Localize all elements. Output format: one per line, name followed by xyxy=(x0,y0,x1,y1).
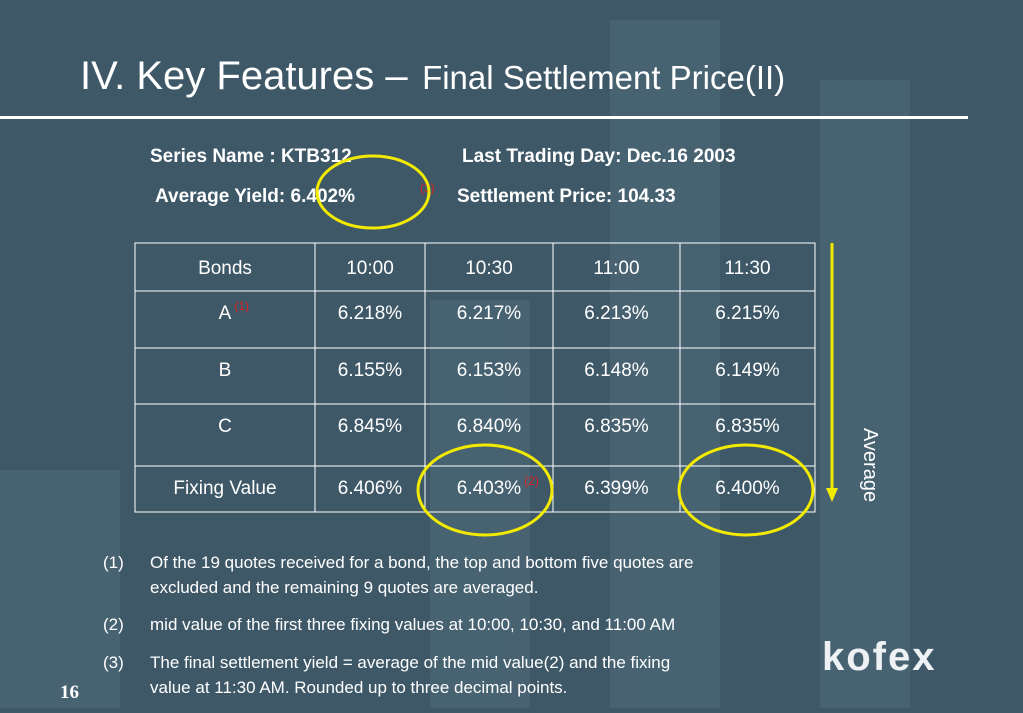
note-number: (3) xyxy=(103,653,124,672)
table-cell: 6.149% xyxy=(715,360,780,381)
table-cell: Bonds xyxy=(198,258,252,279)
table-cell: 6.148% xyxy=(584,360,649,381)
highlight xyxy=(677,443,815,537)
notes: (1) Of the 19 quotes received for a bond,… xyxy=(103,553,693,697)
table-cell: 10:00 xyxy=(346,258,394,279)
title-rule xyxy=(0,116,968,119)
note-text: The final settlement yield = average of … xyxy=(150,653,670,672)
note-marker: (2) xyxy=(524,474,539,488)
table-frame xyxy=(134,242,816,513)
table-cell: 6.215% xyxy=(715,303,780,324)
note-text: value at 11:30 AM. Rounded up to three d… xyxy=(150,678,567,697)
note-text: excluded and the remaining 9 quotes are … xyxy=(150,578,538,597)
table-cell: 6.400% xyxy=(715,478,780,499)
average-yield-value: 6.402% xyxy=(291,186,356,207)
decor xyxy=(0,20,910,710)
table: Bonds 10:00 10:30 11:00 11:30 A (1) 6.218% 6.217… xyxy=(134,242,816,513)
table-cell: 6.403% xyxy=(457,478,522,499)
title-sub: Final Settlement Price(II) xyxy=(422,59,785,96)
table-cell: 11:00 xyxy=(593,258,639,279)
table-cell: 6.153% xyxy=(457,360,522,381)
table-cell: 6.213% xyxy=(584,303,649,324)
table-cell: 6.218% xyxy=(338,303,403,324)
note-marker: (1) xyxy=(234,299,249,313)
side-label: Average xyxy=(859,428,881,502)
average-yield: Average Yield: 6.402% xyxy=(155,186,355,207)
title: IV. Key Features – Final Settlement Pric… xyxy=(80,54,785,98)
last-trading-day: Last Trading Day: Dec.16 2003 xyxy=(462,146,736,167)
table-cell: 6.399% xyxy=(584,478,649,499)
table-cell: Fixing Value xyxy=(173,478,276,499)
table-cell: 6.845% xyxy=(338,416,403,437)
logo: kofex xyxy=(822,635,937,679)
series-name: Series Name : KTB312 xyxy=(150,146,352,167)
table-cell: 6.840% xyxy=(457,416,522,437)
settlement-price: Settlement Price: 104.33 xyxy=(457,186,676,207)
table-cell: 11:30 xyxy=(724,258,770,279)
note-text: Of the 19 quotes received for a bond, th… xyxy=(150,553,693,572)
note-number: (2) xyxy=(103,615,124,634)
table-cell: 6.835% xyxy=(715,416,780,437)
table-cell: C xyxy=(218,416,232,437)
page-number: 16 xyxy=(60,682,79,703)
highlight xyxy=(416,443,554,537)
table-cell: 10:30 xyxy=(465,258,513,279)
table-cell: A xyxy=(219,303,232,324)
note-number: (1) xyxy=(103,553,124,572)
average-yield-label: Average Yield: xyxy=(155,186,285,207)
table-cell: 6.406% xyxy=(338,478,403,499)
table-cell: B xyxy=(219,360,232,381)
highlight xyxy=(315,154,431,230)
table-cell: 6.155% xyxy=(338,360,403,381)
table-cell: 6.835% xyxy=(584,416,649,437)
note-text: mid value of the first three fixing valu… xyxy=(150,615,675,634)
arrow-head xyxy=(826,488,838,502)
title-main: IV. Key Features – xyxy=(80,54,408,98)
table-cell: 6.217% xyxy=(457,303,522,324)
